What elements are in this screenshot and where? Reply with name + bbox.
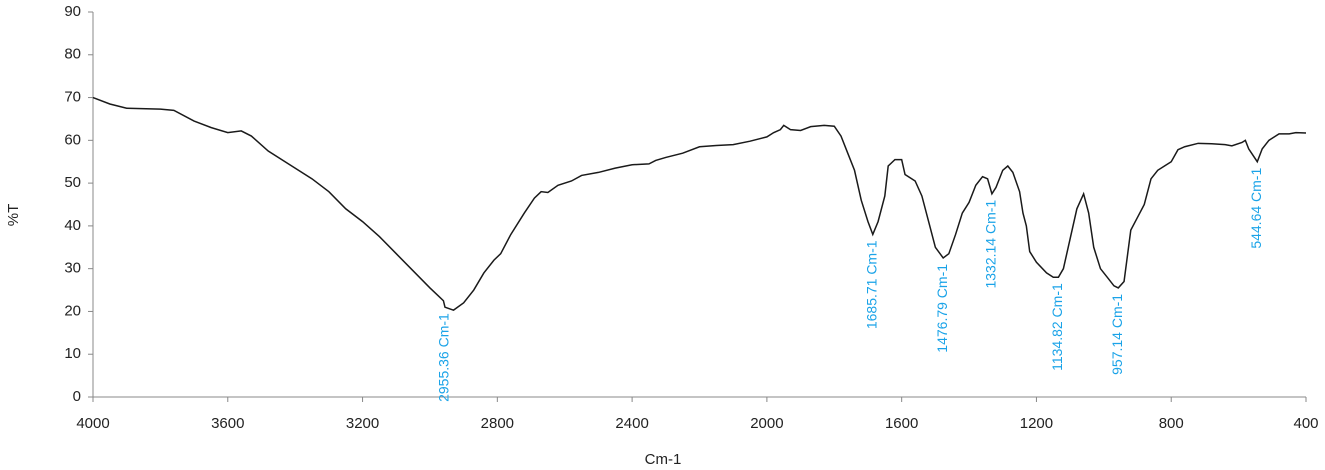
- y-tick-label: 10: [64, 345, 81, 362]
- x-axis-label: Cm-1: [645, 451, 682, 468]
- x-tick-label: 2000: [750, 415, 783, 432]
- x-tick-label: 3600: [211, 415, 244, 432]
- y-tick-label: 90: [64, 3, 81, 20]
- x-tick-label: 2400: [615, 415, 648, 432]
- y-tick-label: 30: [64, 260, 81, 277]
- y-tick-label: 80: [64, 46, 81, 63]
- y-tick-label: 60: [64, 131, 81, 148]
- peak-annotation: 2955.36 Cm-1: [436, 313, 452, 402]
- x-tick-label: 400: [1293, 415, 1318, 432]
- x-tick-label: 3200: [346, 415, 379, 432]
- y-tick-label: 50: [64, 174, 81, 191]
- y-axis-label: %T: [5, 204, 22, 227]
- peak-annotation: 1332.14 Cm-1: [983, 200, 999, 289]
- peak-annotation: 544.64 Cm-1: [1248, 168, 1264, 249]
- peak-annotation: 1134.82 Cm-1: [1049, 283, 1065, 371]
- x-tick-label: 1600: [885, 415, 918, 432]
- y-tick-label: 70: [64, 89, 81, 106]
- y-tick-label: 0: [73, 388, 81, 405]
- x-tick-label: 1200: [1020, 415, 1053, 432]
- peak-annotation: 1685.71 Cm-1: [863, 240, 879, 329]
- spectrum-line: [92, 96, 1307, 311]
- x-tick-label: 800: [1159, 415, 1184, 432]
- peak-annotation: 957.14 Cm-1: [1109, 294, 1125, 375]
- y-tick-label: 20: [64, 302, 81, 319]
- x-tick-label: 4000: [76, 415, 109, 432]
- y-tick-label: 40: [64, 217, 81, 234]
- x-tick-label: 2800: [481, 415, 514, 432]
- peak-annotation: 1476.79 Cm-1: [934, 264, 950, 353]
